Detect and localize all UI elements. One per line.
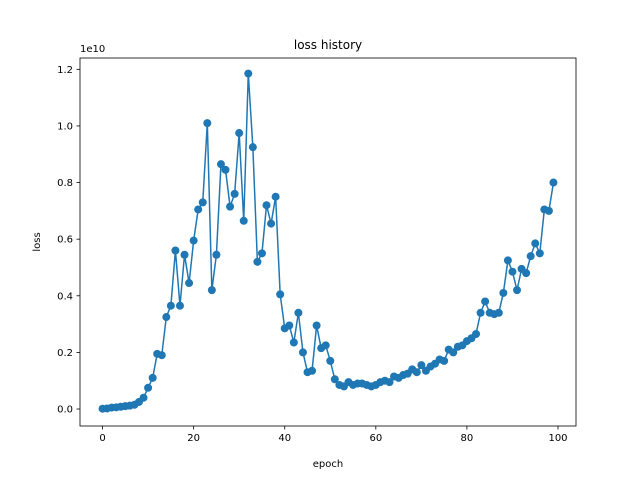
data-point [194,205,203,214]
y-tick-label: 0.2 [57,348,73,359]
data-point [144,383,153,392]
data-point [175,301,184,310]
data-point [549,178,558,187]
plot-frame [79,57,577,427]
data-point [513,286,522,295]
data-point [180,250,189,259]
data-point [139,393,148,402]
x-tick-label: 80 [461,433,474,444]
y-tick-label: 0.0 [57,405,73,416]
data-point [326,356,335,365]
data-point [248,143,257,152]
data-point [294,308,303,317]
data-point [508,267,517,276]
data-point [212,250,221,259]
x-tick-label: 0 [99,433,105,444]
data-point [330,375,339,384]
data-point [207,286,216,295]
data-point [148,373,157,382]
y-axis-label: loss [32,232,43,251]
data-point [472,330,481,338]
data-point [271,192,280,201]
data-point [157,351,166,360]
x-tick-label: 40 [278,433,291,444]
data-point [298,348,307,357]
data-point [449,348,458,357]
data-point [285,321,294,330]
data-point [230,189,239,198]
data-point [239,216,248,225]
x-tick-label: 100 [548,433,567,444]
data-point [499,288,508,297]
data-point [276,290,285,299]
y-tick-label: 1.2 [57,65,73,76]
data-point [253,257,262,266]
data-point [312,321,321,330]
data-point [235,129,244,138]
y-scale-label: 1e10 [80,44,105,55]
x-tick-label: 60 [369,433,382,444]
data-point [526,252,535,261]
y-tick-label: 1.0 [57,121,73,132]
data-point [198,198,207,207]
data-point [308,366,317,375]
x-tick-label: 20 [187,433,200,444]
data-point [412,368,421,377]
data-point [289,338,298,347]
data-point [440,356,449,365]
data-point [221,165,230,174]
data-point [257,249,266,258]
data-point [226,202,235,211]
data-point [162,313,171,322]
chart-title: loss history [294,38,362,52]
y-tick-label: 0.6 [57,235,73,246]
x-axis-label: epoch [313,459,343,470]
data-point [544,206,553,215]
data-point [417,361,426,370]
data-point [476,308,485,317]
data-point [267,219,276,228]
data-point [481,297,490,306]
data-point [244,69,253,78]
data-point [494,308,503,317]
data-point [185,279,194,288]
data-point [503,256,512,265]
data-point [166,301,175,310]
data-point [522,269,531,278]
series-line [102,73,555,410]
data-point [321,341,330,350]
data-point [216,160,225,169]
plot-area [98,69,558,413]
data-point [531,239,540,248]
data-point [385,378,394,387]
y-tick-label: 0.4 [57,291,73,302]
data-point [262,201,271,210]
data-point [203,119,212,128]
data-point [535,249,544,258]
axes-ticks: 0 20 40 60 80 100 0.0 0.2 0.4 0.6 0.8 1.0 1.2 [57,65,567,444]
data-point [189,236,198,245]
data-point [171,246,180,255]
y-tick-label: 0.8 [57,178,73,189]
